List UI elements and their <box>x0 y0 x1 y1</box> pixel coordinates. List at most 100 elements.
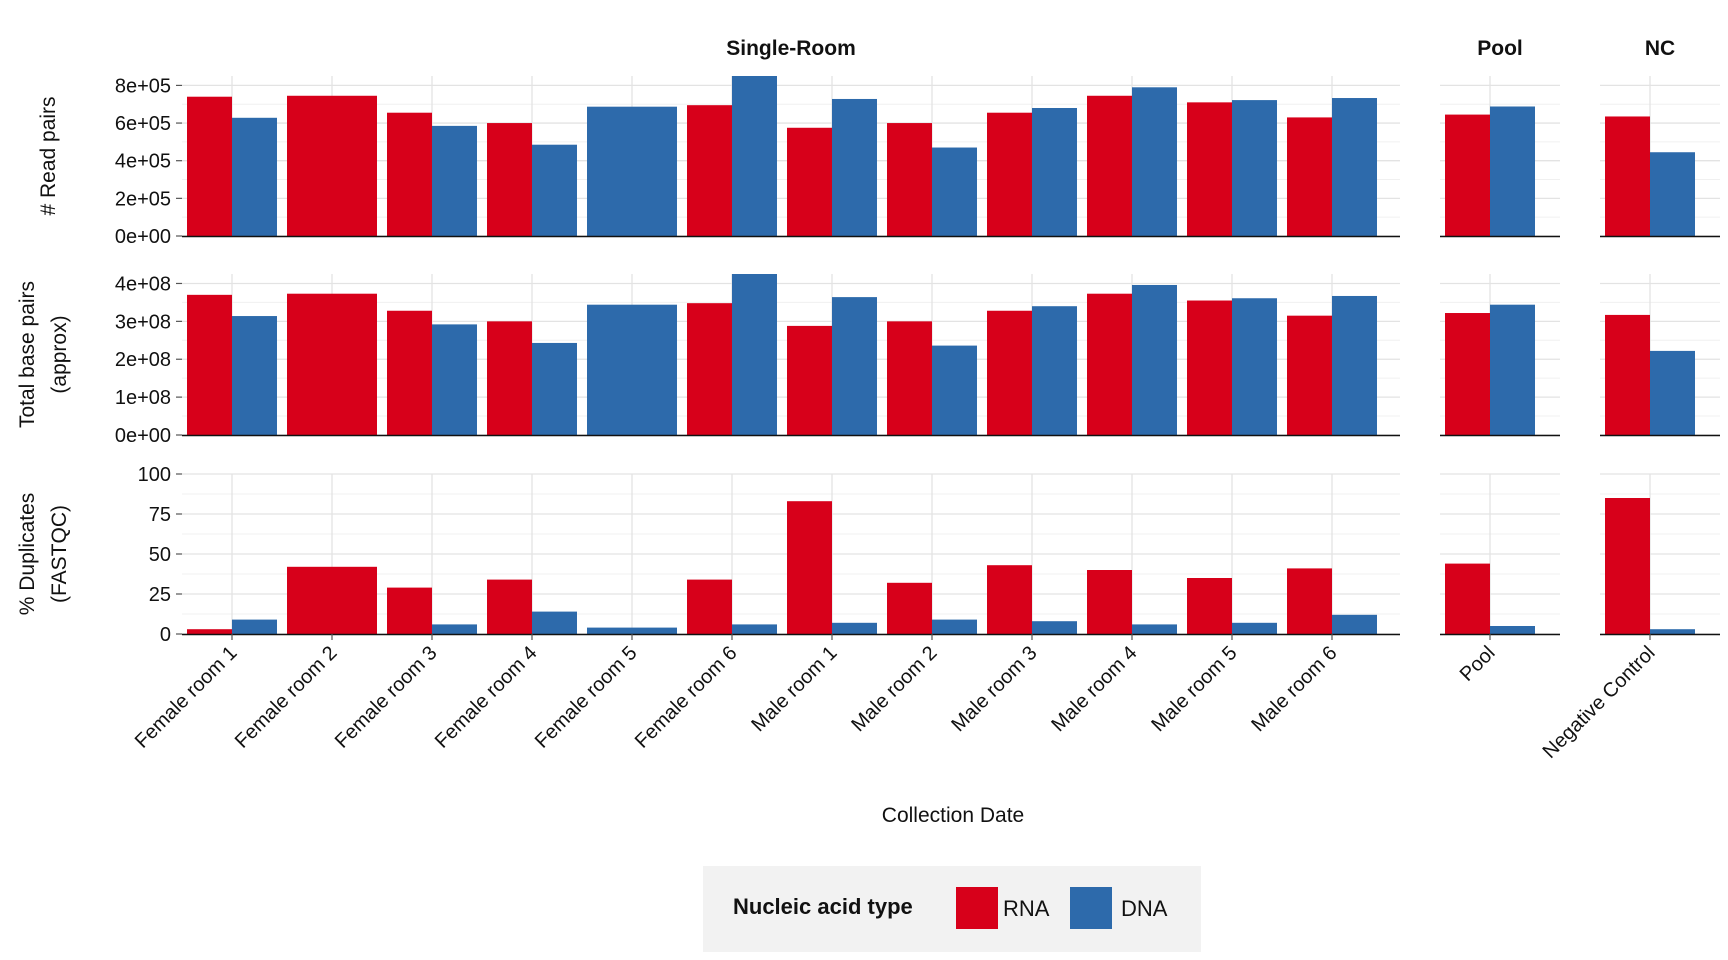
bar-rna-male-room-5-total_bp <box>1187 300 1232 435</box>
bar-rna-female-room-1-dup_pct <box>187 629 232 634</box>
y-tick-label: 4e+05 <box>115 151 171 173</box>
bar-rna-male-room-3-total_bp <box>987 310 1032 435</box>
bar-rna-male-room-5-dup_pct <box>1187 578 1232 634</box>
bar-dna-female-room-5-total_bp <box>587 304 677 435</box>
bar-dna-female-room-5-read_pairs <box>587 106 677 237</box>
bar-dna-male-room-1-dup_pct <box>832 622 877 634</box>
bar-dna-male-room-3-total_bp <box>1032 306 1077 435</box>
x-tick-label-female-room-3: Female room 3 <box>331 642 442 753</box>
bar-rna-pool-total_bp <box>1445 313 1490 435</box>
x-tick-label-male-room-3: Male room 3 <box>947 642 1041 736</box>
bar-rna-female-room-1-total_bp <box>187 294 232 435</box>
bar-rna-female-room-2-read_pairs <box>287 95 377 236</box>
bar-rna-male-room-2-total_bp <box>887 321 932 435</box>
bar-rna-male-room-4-read_pairs <box>1087 95 1132 236</box>
x-tick-label-female-room-6: Female room 6 <box>631 642 742 753</box>
bar-rna-female-room-6-total_bp <box>687 303 732 435</box>
y-axis-title-2: Total base pairs (approx) <box>16 281 71 428</box>
bar-rna-female-room-3-total_bp <box>387 310 432 435</box>
bar-rna-male-room-6-dup_pct <box>1287 568 1332 634</box>
y-tick-label: 25 <box>149 584 171 606</box>
y-tick-label: 75 <box>149 504 171 526</box>
x-tick-label-female-room-2: Female room 2 <box>231 642 342 753</box>
bar-rna-male-room-1-read_pairs <box>787 127 832 236</box>
bar-rna-female-room-6-dup_pct <box>687 579 732 634</box>
y-axis-title-1: # Read pairs <box>37 96 60 215</box>
bar-rna-negative-control-dup_pct <box>1605 498 1650 634</box>
bar-dna-female-room-6-read_pairs <box>732 76 777 236</box>
bar-dna-male-room-5-dup_pct <box>1232 622 1277 634</box>
bar-rna-pool-dup_pct <box>1445 563 1490 634</box>
bar-dna-male-room-2-read_pairs <box>932 147 977 236</box>
x-tick-label-male-room-2: Male room 2 <box>847 642 941 736</box>
y-tick-label: 2e+08 <box>115 349 171 371</box>
bar-rna-male-room-6-total_bp <box>1287 315 1332 435</box>
bar-dna-male-room-2-total_bp <box>932 345 977 435</box>
x-tick-label-female-room-1: Female room 1 <box>131 642 242 753</box>
legend-key-dna <box>1070 887 1112 929</box>
bar-rna-male-room-4-total_bp <box>1087 293 1132 435</box>
bar-rna-negative-control-read_pairs <box>1605 116 1650 236</box>
x-tick-label-female-room-4: Female room 4 <box>431 642 542 753</box>
bar-dna-female-room-1-dup_pct <box>232 619 277 634</box>
bar-rna-female-room-1-read_pairs <box>187 96 232 237</box>
bar-rna-female-room-4-dup_pct <box>487 579 532 634</box>
bar-dna-pool-total_bp <box>1490 304 1535 435</box>
bar-dna-female-room-3-dup_pct <box>432 624 477 634</box>
y-tick-label: 1e+08 <box>115 387 171 409</box>
bar-dna-female-room-4-dup_pct <box>532 611 577 634</box>
bar-dna-pool-read_pairs <box>1490 106 1535 237</box>
legend-label-rna: RNA <box>1003 896 1050 921</box>
bar-dna-male-room-4-dup_pct <box>1132 624 1177 634</box>
bar-dna-female-room-5-dup_pct <box>587 627 677 634</box>
bar-dna-female-room-6-dup_pct <box>732 624 777 634</box>
bar-rna-male-room-5-read_pairs <box>1187 102 1232 237</box>
bar-dna-negative-control-read_pairs <box>1650 152 1695 236</box>
bar-dna-female-room-3-read_pairs <box>432 125 477 236</box>
legend: Nucleic acid type RNA DNA <box>703 866 1201 952</box>
x-tick-label-male-room-4: Male room 4 <box>1047 642 1141 736</box>
bar-rna-female-room-2-dup_pct <box>287 566 377 634</box>
bar-rna-male-room-3-read_pairs <box>987 112 1032 236</box>
bar-dna-female-room-4-read_pairs <box>532 144 577 236</box>
bar-dna-male-room-5-read_pairs <box>1232 100 1277 236</box>
x-tick-label-male-room-6: Male room 6 <box>1247 642 1341 736</box>
y-tick-label: 0 <box>160 624 171 646</box>
bar-rna-negative-control-total_bp <box>1605 314 1650 435</box>
bar-dna-male-room-1-total_bp <box>832 297 877 435</box>
y-tick-label: 50 <box>149 544 171 566</box>
bar-dna-male-room-6-dup_pct <box>1332 614 1377 634</box>
x-tick-label-female-room-5: Female room 5 <box>531 642 642 753</box>
bar-rna-female-room-4-read_pairs <box>487 123 532 236</box>
y-tick-label: 100 <box>138 464 171 486</box>
bar-rna-female-room-6-read_pairs <box>687 105 732 236</box>
bar-dna-negative-control-dup_pct <box>1650 629 1695 634</box>
bar-dna-negative-control-total_bp <box>1650 350 1695 435</box>
bar-rna-male-room-1-total_bp <box>787 325 832 435</box>
bar-rna-male-room-3-dup_pct <box>987 565 1032 634</box>
bar-dna-female-room-1-read_pairs <box>232 117 277 236</box>
x-tick-label-negative-control: Negative Control <box>1539 642 1660 763</box>
x-axis-title: Collection Date <box>882 804 1024 827</box>
bar-dna-male-room-2-dup_pct <box>932 619 977 634</box>
legend-label-dna: DNA <box>1121 896 1168 921</box>
bar-dna-male-room-6-total_bp <box>1332 295 1377 435</box>
bar-dna-male-room-4-read_pairs <box>1132 87 1177 236</box>
bar-rna-male-room-2-dup_pct <box>887 582 932 634</box>
bar-rna-male-room-6-read_pairs <box>1287 117 1332 236</box>
bar-rna-female-room-4-total_bp <box>487 321 532 435</box>
legend-title: Nucleic acid type <box>733 894 913 919</box>
bar-dna-female-room-3-total_bp <box>432 324 477 435</box>
bar-dna-female-room-4-total_bp <box>532 342 577 435</box>
x-tick-label-pool: Pool <box>1456 642 1500 686</box>
bar-rna-female-room-3-dup_pct <box>387 587 432 634</box>
facet-title-single-room: Single-Room <box>726 37 856 60</box>
facet-title-pool: Pool <box>1477 37 1523 60</box>
y-tick-label: 6e+05 <box>115 113 171 135</box>
bar-dna-male-room-3-dup_pct <box>1032 621 1077 634</box>
bar-layer <box>187 76 1695 634</box>
bar-rna-female-room-3-read_pairs <box>387 112 432 236</box>
y-tick-label: 0e+00 <box>115 226 171 248</box>
y-tick-label: 0e+00 <box>115 425 171 447</box>
